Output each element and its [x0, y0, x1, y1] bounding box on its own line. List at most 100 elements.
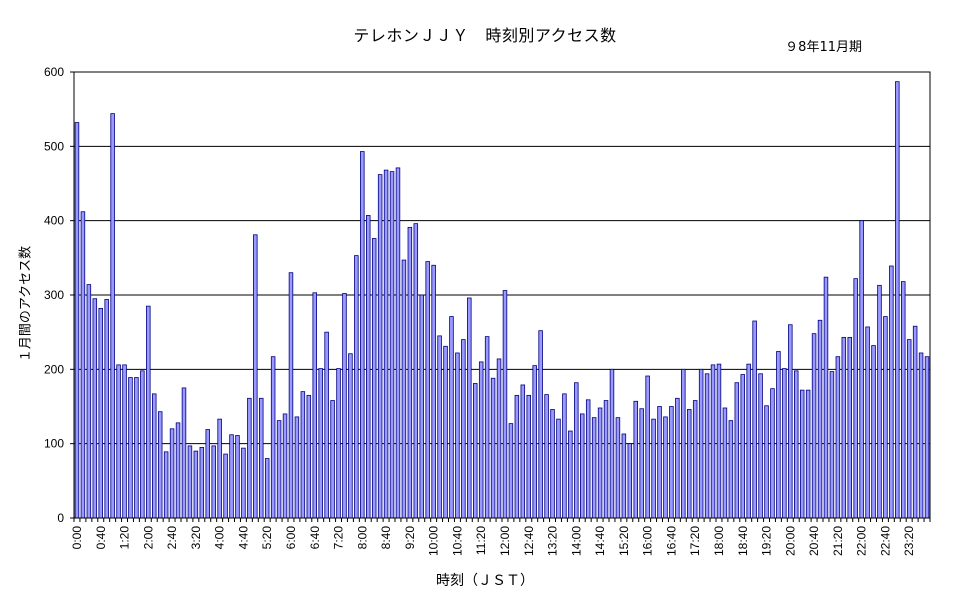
x-tick-label: 21:20 — [831, 526, 845, 556]
bar — [657, 406, 662, 519]
x-tick-label: 18:00 — [712, 526, 726, 556]
bar — [496, 358, 502, 519]
x-tick-label: 22:40 — [878, 526, 892, 556]
x-tick-label: 16:40 — [664, 526, 678, 556]
bar — [146, 305, 151, 519]
bar — [675, 397, 680, 519]
bar — [229, 434, 234, 519]
x-tick-label: 9:20 — [403, 526, 417, 550]
axes — [70, 71, 931, 522]
bar — [312, 292, 317, 519]
bar — [912, 325, 918, 519]
bar — [883, 316, 888, 519]
bar — [794, 370, 799, 519]
bar — [92, 298, 98, 519]
y-tick-label: 400 — [44, 214, 64, 228]
bar — [211, 445, 216, 519]
bar — [181, 387, 187, 519]
bar — [437, 335, 442, 519]
bar — [449, 316, 454, 519]
bar — [354, 255, 359, 519]
bar — [681, 368, 686, 519]
x-tick-label: 19:20 — [760, 526, 774, 556]
bar — [247, 397, 252, 519]
bar — [823, 276, 829, 519]
bar — [698, 368, 704, 519]
bar — [175, 422, 181, 519]
bar — [407, 226, 413, 519]
bar — [841, 336, 847, 519]
bar — [199, 446, 205, 519]
x-tick-label: 4:40 — [236, 526, 250, 550]
bar — [877, 284, 882, 519]
bar — [318, 368, 323, 519]
bar — [74, 122, 80, 519]
x-tick-label: 15:20 — [617, 526, 631, 556]
bar — [603, 400, 609, 519]
bar — [639, 408, 644, 519]
y-tick-label: 300 — [44, 288, 64, 302]
bar — [484, 336, 490, 519]
bar — [710, 364, 716, 519]
bar — [669, 406, 674, 519]
bar — [597, 407, 603, 519]
bar — [205, 429, 210, 519]
bar — [544, 394, 549, 519]
bar — [538, 330, 543, 519]
bar — [734, 382, 740, 519]
y-tick-labels: 0 100 200 300 400 500 600 — [44, 65, 64, 525]
bar — [413, 223, 419, 519]
x-tick-label: 3:20 — [189, 526, 203, 550]
bar — [110, 113, 115, 519]
bar — [906, 339, 912, 519]
x-tick-label: 0:00 — [70, 526, 84, 550]
bar — [704, 373, 710, 519]
y-tick-label: 100 — [44, 437, 64, 451]
bar — [716, 363, 722, 519]
bar — [924, 356, 930, 519]
bar — [752, 320, 757, 519]
x-tick-label: 18:40 — [736, 526, 750, 556]
x-tick-label: 13:20 — [546, 526, 560, 556]
bar — [98, 307, 103, 519]
bar — [526, 394, 531, 519]
bar — [859, 220, 864, 519]
bar — [508, 423, 514, 519]
bar — [264, 458, 270, 519]
x-tick-label: 14:00 — [569, 526, 583, 556]
bar — [562, 393, 567, 519]
bar — [443, 345, 448, 519]
bar — [401, 259, 407, 519]
bar — [455, 352, 460, 519]
bar — [746, 363, 751, 519]
bar — [865, 326, 870, 519]
bar — [467, 297, 472, 519]
bar — [217, 418, 222, 519]
bar — [889, 265, 894, 519]
bar — [294, 416, 300, 519]
bar — [895, 81, 900, 519]
bar — [788, 324, 793, 519]
bar — [811, 333, 817, 519]
bar — [241, 447, 246, 519]
chart-period: ９8年11月期 — [785, 40, 862, 55]
x-tick-label: 10:00 — [427, 526, 441, 556]
bar — [918, 352, 924, 519]
bar — [829, 371, 835, 519]
bar — [615, 417, 621, 519]
bar — [764, 405, 769, 519]
bar — [532, 365, 537, 519]
bar — [86, 284, 92, 519]
bar — [687, 409, 692, 519]
bar — [574, 382, 579, 519]
bar — [722, 407, 728, 519]
bar — [193, 450, 199, 519]
x-tick-label: 2:00 — [141, 526, 155, 550]
bar — [663, 416, 668, 519]
bar — [276, 420, 282, 519]
bar — [758, 373, 763, 519]
x-tick-label: 8:00 — [355, 526, 369, 550]
x-tick-label: 14:40 — [593, 526, 607, 556]
bar — [550, 409, 555, 519]
